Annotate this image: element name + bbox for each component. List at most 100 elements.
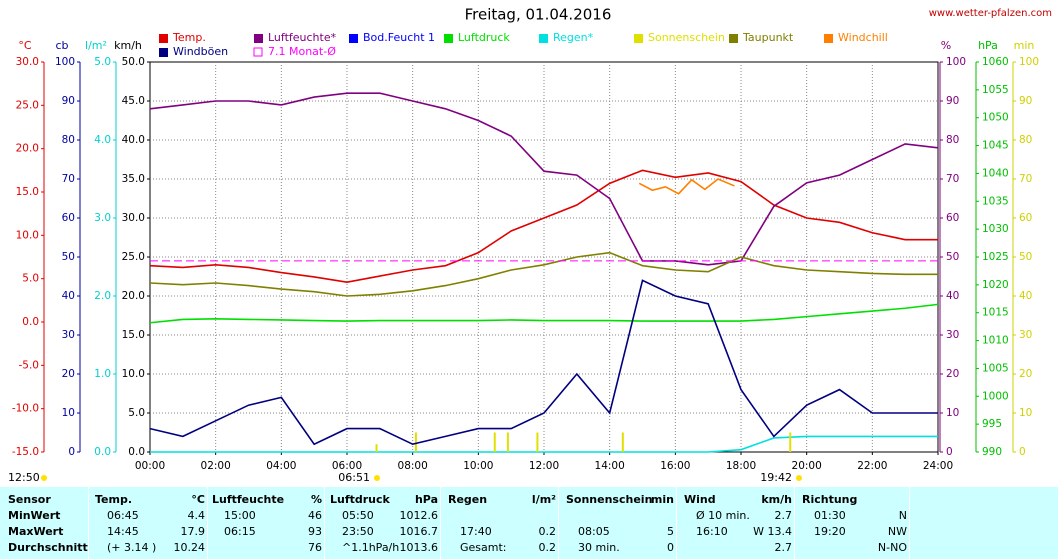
y-tick-label: 50 (62, 251, 75, 263)
table-cell: 16:10 (696, 525, 728, 538)
sunshine-bar (789, 432, 792, 452)
table-cell: 06:45 (107, 509, 139, 522)
column-separator (676, 487, 677, 559)
legend-swatch (539, 34, 548, 43)
y-tick-label: 60 (946, 212, 959, 224)
table-cell: 06:15 (224, 525, 256, 538)
table-cell: 05:50 (342, 509, 374, 522)
y-tick-label: 70 (946, 173, 959, 185)
column-separator (88, 487, 89, 559)
y-tick-label: 70 (1019, 173, 1032, 185)
y-tick-label: 3.0 (94, 212, 111, 224)
sunshine-bar (414, 432, 417, 452)
column-separator (794, 487, 795, 559)
y-tick-label: 0 (946, 446, 953, 458)
y-tick-label: -10.0 (12, 403, 39, 415)
y-tick-label: 1025 (982, 251, 1009, 263)
legend-swatch (824, 34, 833, 43)
x-tick-label: 24:00 (923, 460, 953, 472)
series-line (149, 279, 938, 446)
column-header: Richtung (802, 493, 858, 506)
y-tick-label: 20.0 (16, 143, 39, 155)
sunrise: 06:51 (338, 471, 370, 484)
x-tick-label: 22:00 (857, 460, 887, 472)
table-cell: 0.2 (538, 525, 557, 538)
column-unit: km/h (761, 493, 792, 506)
sunshine-bar (506, 432, 509, 452)
y-tick-label: 1000 (982, 390, 1009, 402)
y-tick-label: 5.0 (22, 273, 39, 285)
source: www.wetter-pfalzen.com (929, 8, 1052, 19)
x-tick-label: 04:00 (266, 460, 296, 472)
y-tick-label: 60 (62, 212, 75, 224)
y-tick-label: 100 (946, 56, 966, 68)
sunshine-bar (493, 432, 496, 452)
table-cell: 14:45 (107, 525, 139, 538)
y-tick-label: 50 (946, 251, 959, 263)
column-separator (207, 487, 208, 559)
y-tick-label: 20 (946, 368, 959, 380)
column-unit: °C (191, 493, 205, 506)
legend-label: 7.1 Monat-Ø (268, 45, 336, 58)
column-separator (558, 487, 559, 559)
series-line (638, 178, 735, 195)
series-line (149, 303, 939, 324)
y-tick-label: 30 (946, 329, 959, 341)
y-tick-label: 990 (982, 446, 1002, 458)
y-tick-label: 10 (946, 407, 959, 419)
table-cell: NW (887, 525, 907, 538)
y-tick-label: 40.0 (122, 134, 145, 146)
column-header: Regen (448, 493, 488, 506)
legend-label: Bod.Feucht 1 (363, 31, 435, 44)
sun-icon (374, 475, 380, 481)
y-tick-label: 1015 (982, 307, 1009, 319)
y-tick-label: 10.0 (16, 229, 39, 241)
series-line (149, 92, 939, 266)
table-cell: 23:50 (342, 525, 374, 538)
x-tick-label: 20:00 (792, 460, 822, 472)
column-unit: min (650, 493, 674, 506)
row-label: Durchschnitt (8, 541, 88, 554)
legend-label: Regen* (553, 31, 594, 44)
chart: Freitag, 01.04.2016 www.wetter-pfalzen.c… (8, 6, 1052, 485)
y-tick-label: 5.0 (94, 56, 111, 68)
column-unit: l/m² (531, 493, 556, 506)
y-tick-label: 1.0 (94, 368, 111, 380)
table-cell: 76 (308, 541, 322, 554)
y-tick-label: 0.0 (94, 446, 111, 458)
legend-swatch (634, 34, 643, 43)
summary-table: Sensor MinWert MaxWert Durchschnitt Temp. °C 0… (0, 487, 1058, 559)
sun-icon (41, 475, 47, 481)
y-tick-label: 995 (982, 418, 1002, 430)
table-cell: 93 (308, 525, 322, 538)
y-tick-label: 1045 (982, 140, 1009, 152)
table-cell: 1012.6 (399, 509, 439, 522)
y-tick-label: 50.0 (122, 56, 145, 68)
table-cell: W 13.4 (753, 525, 792, 538)
axis-title: l/m² (85, 39, 107, 52)
sunshine-bar (536, 432, 539, 452)
x-tick-label: 08:00 (398, 460, 428, 472)
sun-icon (796, 475, 802, 481)
axis-title: cb (55, 39, 68, 52)
y-tick-label: 1005 (982, 362, 1009, 374)
table-cell: 1013.6 (399, 541, 439, 554)
legend-swatch (253, 47, 263, 57)
x-tick-label: 16:00 (660, 460, 690, 472)
x-tick-label: 12:00 (529, 460, 559, 472)
x-tick-label: 14:00 (595, 460, 625, 472)
y-tick-label: 40 (1019, 290, 1032, 302)
table-cell: 0.2 (538, 541, 557, 554)
table-cell: 17.9 (180, 525, 206, 538)
y-tick-label: 30.0 (16, 56, 39, 68)
table-cell: 17:40 (460, 525, 492, 538)
row-label: Sensor (8, 493, 51, 506)
y-tick-label: 20 (62, 368, 75, 380)
table-cell: 01:30 (814, 509, 846, 522)
x-tick-label: 06:00 (332, 460, 362, 472)
y-tick-label: 0 (68, 446, 75, 458)
table-cell: 15:00 (224, 509, 256, 522)
y-tick-label: 1010 (982, 335, 1009, 347)
y-tick-label: 2.0 (94, 290, 111, 302)
y-tick-label: 30 (1019, 329, 1032, 341)
